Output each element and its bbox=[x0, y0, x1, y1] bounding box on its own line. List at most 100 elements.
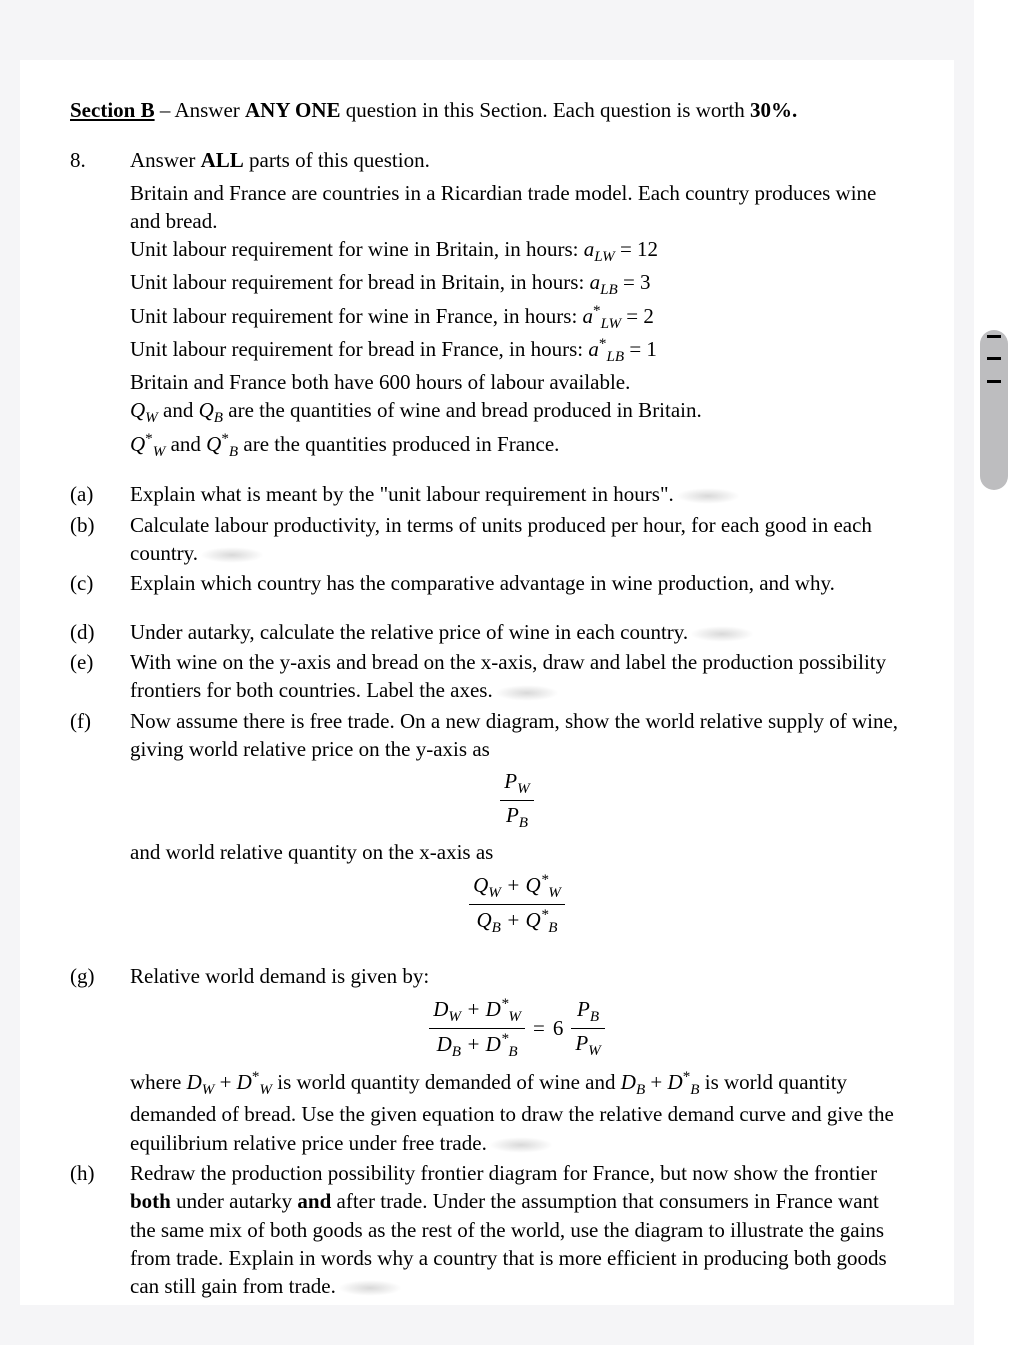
question-instruction: Answer ALL parts of this question. bbox=[130, 146, 904, 174]
part-f: (f) Now assume there is free trade. On a… bbox=[70, 707, 904, 942]
g-t2-p1: + bbox=[214, 1070, 236, 1094]
part-c-label: (c) bbox=[70, 569, 130, 597]
question-header-row: 8. Answer ALL parts of this question. bbox=[70, 146, 904, 174]
f-f1-den-sym: P bbox=[506, 803, 519, 827]
question-intro: Britain and France are countries in a Ri… bbox=[130, 179, 904, 463]
intro-l2-eq: = 12 bbox=[615, 237, 658, 261]
g-t2-p2: + bbox=[645, 1070, 667, 1094]
f-f2-dp: + bbox=[501, 908, 526, 932]
section-header: Section B – Answer ANY ONE question in t… bbox=[70, 96, 904, 124]
g-t2-a: D bbox=[187, 1070, 202, 1094]
scrollbar[interactable] bbox=[974, 0, 1014, 1345]
part-h: (h) Redraw the production possibility fr… bbox=[70, 1159, 904, 1301]
part-b-text: Calculate labour productivity, in terms … bbox=[130, 511, 904, 568]
g-t2-mid: is world quantity demanded of wine and bbox=[272, 1070, 621, 1094]
g-ldbs: B bbox=[508, 1044, 517, 1060]
section-separator: – bbox=[155, 98, 175, 122]
intro-l4-pre: Unit labour requirement for wine in Fran… bbox=[130, 304, 583, 328]
h-mid: under autarky bbox=[171, 1189, 298, 1213]
h-pre: Redraw the production possibility fronti… bbox=[130, 1161, 877, 1185]
intro-l5-sym: a bbox=[588, 337, 599, 361]
g-ldb: D bbox=[486, 1032, 501, 1056]
intro-l8-sp2: * bbox=[221, 431, 229, 447]
f-f2-na: Q bbox=[473, 873, 488, 897]
part-g-label: (g) bbox=[70, 962, 130, 1157]
g-lnp: + bbox=[461, 997, 486, 1021]
part-h-text: Redraw the production possibility fronti… bbox=[130, 1159, 904, 1301]
part-f-text: Now assume there is free trade. On a new… bbox=[130, 707, 904, 942]
part-a: (a) Explain what is meant by the "unit l… bbox=[70, 480, 904, 508]
part-c: (c) Explain which country has the compar… bbox=[70, 569, 904, 597]
intro-line-3: Unit labour requirement for bread in Bri… bbox=[130, 268, 904, 301]
scrollbar-thumb-icon[interactable] bbox=[987, 335, 1001, 383]
intro-l8-s2: B bbox=[229, 444, 238, 460]
intro-l4-sub: LW bbox=[601, 316, 621, 332]
intro-l5-eq: = 1 bbox=[624, 337, 657, 361]
intro-line-7: QW and QB are the quantities of wine and… bbox=[130, 396, 904, 429]
intro-l4-sup: * bbox=[593, 303, 601, 319]
g-t2-as: W bbox=[202, 1082, 215, 1098]
part-c-text: Explain which country has the comparativ… bbox=[130, 569, 904, 597]
question-number: 8. bbox=[70, 146, 130, 174]
f-f1-num-sym: P bbox=[504, 769, 517, 793]
g-rns: P bbox=[577, 997, 590, 1021]
intro-l5-pre: Unit labour requirement for bread in Fra… bbox=[130, 337, 588, 361]
f-f2-nb: Q bbox=[526, 873, 541, 897]
intro-line-6: Britain and France both have 600 hours o… bbox=[130, 368, 904, 396]
intro-l2-sub: LW bbox=[594, 250, 614, 266]
intro-l8-q1: Q bbox=[130, 432, 145, 456]
smudge-icon bbox=[200, 547, 264, 563]
smudge-icon bbox=[338, 1280, 402, 1296]
h-b2: and bbox=[297, 1189, 331, 1213]
intro-line-1: Britain and France are countries in a Ri… bbox=[130, 179, 904, 236]
g-lnas: W bbox=[448, 1010, 461, 1026]
part-b-label: (b) bbox=[70, 511, 130, 568]
intro-l8-and: and bbox=[165, 432, 206, 456]
part-g-text: Relative world demand is given by: DW + … bbox=[130, 962, 904, 1157]
intro-l7-q2: Q bbox=[199, 398, 214, 422]
section-percent: 30%. bbox=[750, 98, 797, 122]
section-instr-mid: question in this Section. Each question … bbox=[341, 98, 750, 122]
f-f2-dbs: B bbox=[548, 920, 557, 936]
intro-l2-pre: Unit labour requirement for wine in Brit… bbox=[130, 237, 584, 261]
g-ldas: B bbox=[452, 1044, 461, 1060]
part-f-label: (f) bbox=[70, 707, 130, 942]
intro-line-2: Unit labour requirement for wine in Brit… bbox=[130, 235, 904, 268]
intro-l7-post: are the quantities of wine and bread pro… bbox=[223, 398, 702, 422]
section-label: Section B bbox=[70, 98, 155, 122]
intro-l8-sp1: * bbox=[145, 431, 153, 447]
q-instr-bold: ALL bbox=[201, 148, 244, 172]
g-t2-b: D bbox=[237, 1070, 252, 1094]
intro-l3-sub: LB bbox=[600, 282, 618, 298]
part-g-equation: DW + D*W DB + D*B = 6 PB PW bbox=[130, 994, 904, 1062]
g-rnss: B bbox=[590, 1010, 599, 1026]
q-instr-pre: Answer bbox=[130, 148, 201, 172]
f-f1-den-sub: B bbox=[519, 815, 528, 831]
smudge-icon bbox=[690, 626, 754, 642]
f-f2-nas: W bbox=[488, 885, 501, 901]
part-f-frac1: PW PB bbox=[130, 767, 904, 833]
part-d-text: Under autarky, calculate the relative pr… bbox=[130, 618, 904, 646]
part-e-label: (e) bbox=[70, 648, 130, 705]
f-f2-das: B bbox=[492, 920, 501, 936]
section-instr-pre: Answer bbox=[174, 98, 245, 122]
smudge-icon bbox=[676, 488, 740, 504]
g-t2-pre: where bbox=[130, 1070, 187, 1094]
g-t2-c: D bbox=[621, 1070, 636, 1094]
intro-l8-post: are the quantities produced in France. bbox=[238, 432, 559, 456]
part-e: (e) With wine on the y-axis and bread on… bbox=[70, 648, 904, 705]
intro-l3-eq: = 3 bbox=[618, 270, 651, 294]
part-b: (b) Calculate labour productivity, in te… bbox=[70, 511, 904, 568]
g-rds: P bbox=[575, 1031, 588, 1055]
f-f2-db: Q bbox=[526, 908, 541, 932]
intro-line-4: Unit labour requirement for wine in Fran… bbox=[130, 301, 904, 335]
intro-l8-s1: W bbox=[153, 444, 166, 460]
intro-line-8: Q*W and Q*B are the quantities produced … bbox=[130, 429, 904, 463]
part-a-text: Explain what is meant by the "unit labou… bbox=[130, 480, 904, 508]
part-f-frac2: QW + Q*W QB + Q*B bbox=[130, 870, 904, 938]
intro-line-5: Unit labour requirement for bread in Fra… bbox=[130, 334, 904, 368]
part-a-label: (a) bbox=[70, 480, 130, 508]
intro-l3-pre: Unit labour requirement for bread in Bri… bbox=[130, 270, 590, 294]
f-f2-da: Q bbox=[476, 908, 491, 932]
part-g-text2: where DW + D*W is world quantity demande… bbox=[130, 1067, 904, 1157]
